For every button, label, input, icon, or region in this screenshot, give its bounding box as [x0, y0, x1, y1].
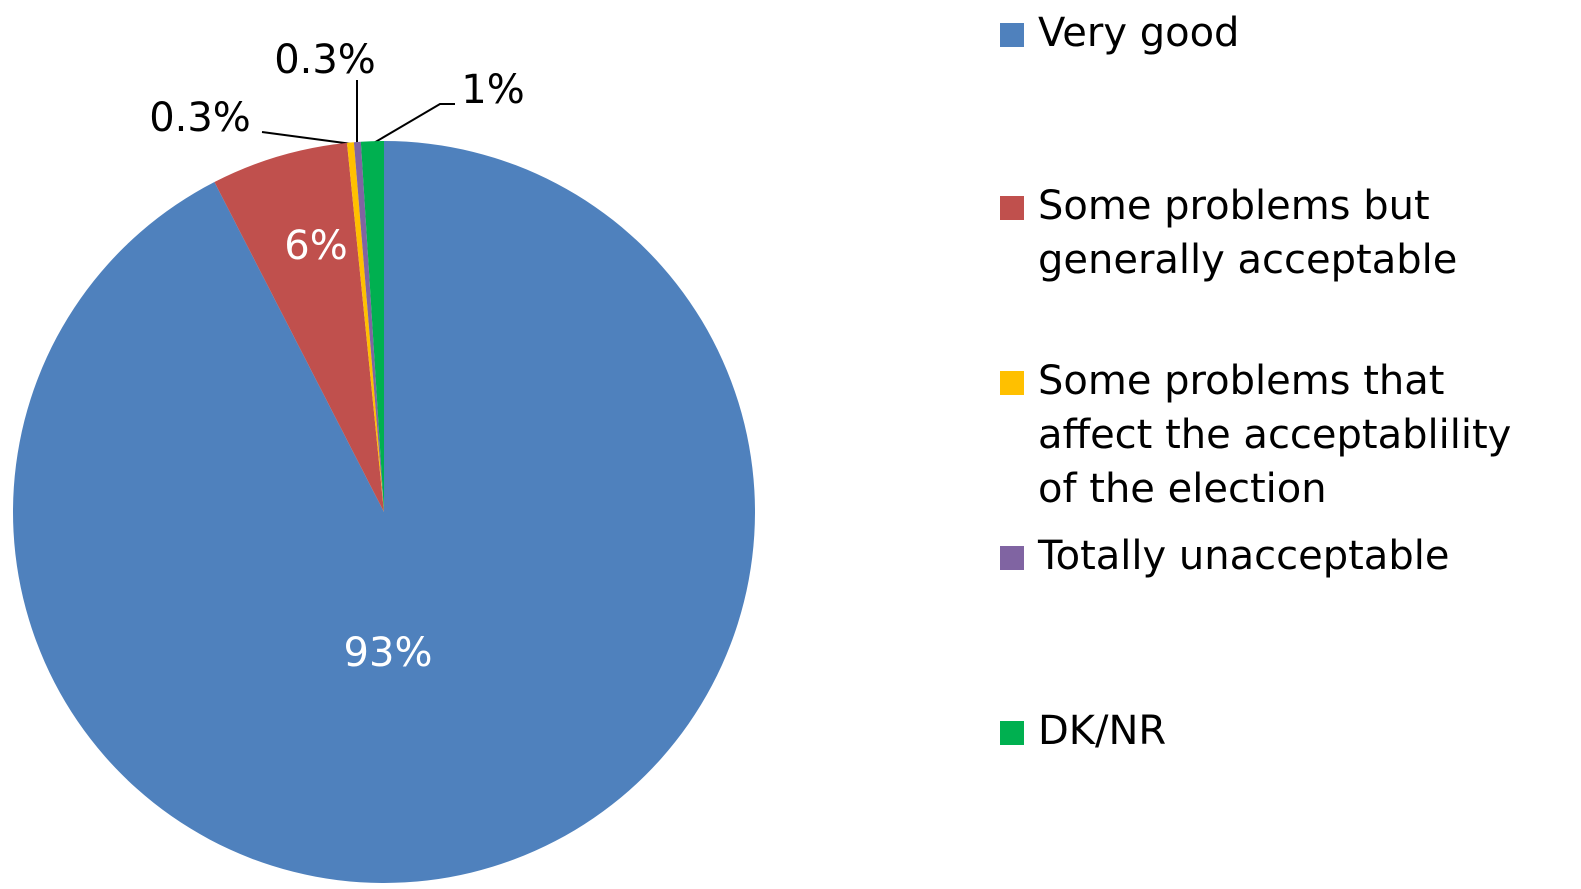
leader-line: [261, 131, 353, 145]
legend-label: Very good: [1038, 10, 1240, 56]
pie-slice: [12, 141, 756, 884]
pie-slice: [346, 142, 384, 513]
legend-item: Some problems but generally acceptable: [1000, 179, 1560, 287]
legend-item: Some problems that affect the acceptabli…: [1000, 354, 1560, 516]
data-label: 1%: [461, 67, 524, 113]
pie-slice: [360, 141, 384, 512]
legend-swatch: [1000, 546, 1024, 570]
legend-item: Very good: [1000, 6, 1560, 60]
legend-label: Totally unacceptable: [1038, 533, 1450, 579]
data-label: 93%: [344, 630, 433, 676]
leader-line: [371, 103, 455, 145]
legend-item: DK/NR: [1000, 704, 1560, 758]
legend-item: Totally unacceptable: [1000, 529, 1560, 583]
legend-label: DK/NR: [1038, 708, 1167, 754]
legend-swatch: [1000, 23, 1024, 47]
legend-label: Some problems but generally acceptable: [1038, 183, 1458, 283]
data-label: 6%: [284, 223, 347, 269]
pie-slice: [353, 141, 384, 512]
pie-slice: [214, 142, 384, 513]
data-label: 0.3%: [274, 37, 376, 83]
legend-swatch: [1000, 196, 1024, 220]
data-label: 0.3%: [149, 95, 251, 141]
legend-swatch: [1000, 721, 1024, 745]
legend-label: Some problems that affect the acceptabli…: [1038, 358, 1512, 512]
legend-swatch: [1000, 371, 1024, 395]
